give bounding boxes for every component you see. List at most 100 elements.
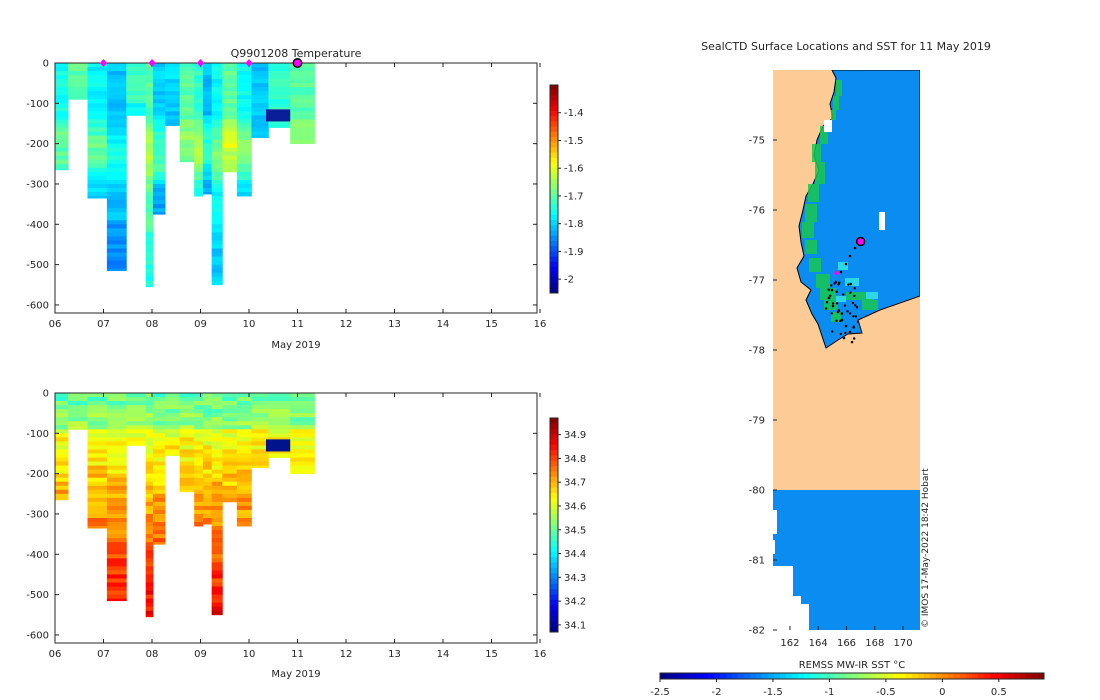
salinity-cell (251, 453, 269, 458)
salinity-cell (87, 513, 108, 519)
salinity-cell (145, 522, 154, 527)
salinity-cell (236, 421, 252, 426)
temperature-colorbar-swatch (550, 121, 558, 127)
salinity-colorbar-swatch (550, 428, 558, 435)
sst-colorbar-swatch (672, 673, 679, 679)
temperature-cell (251, 87, 269, 92)
seal-track-point (854, 304, 857, 307)
salinity-cell (211, 586, 223, 591)
salinity-cell (68, 413, 88, 418)
salinity-cell (87, 522, 108, 527)
salinity-cell (106, 493, 127, 499)
salinity-cell (152, 485, 166, 491)
salinity-cell (268, 393, 291, 398)
temperature-cell (211, 167, 223, 173)
temperature-cell (194, 139, 204, 145)
salinity-cell (194, 401, 204, 406)
temperature-cell (106, 115, 127, 120)
salinity-cell (145, 437, 154, 442)
salinity-cell (202, 481, 213, 487)
salinity-cell (268, 421, 291, 426)
temperature-cell (202, 155, 213, 161)
salinity-cell (55, 497, 69, 501)
salinity-cell (145, 505, 154, 511)
salinity-colorbar-tick-label: 34.8 (564, 454, 586, 465)
salinity-cell (106, 566, 127, 571)
temperature-cell (106, 67, 127, 72)
salinity-cell (222, 425, 238, 430)
salinity-cell (202, 437, 213, 442)
salinity-cell (106, 518, 127, 523)
salinity-colorbar-swatch (550, 450, 558, 456)
temperature-cell (202, 75, 213, 80)
salinity-cell (236, 477, 252, 483)
coastal-sst-cell (812, 144, 821, 162)
salinity-cell (211, 522, 223, 527)
salinity-cell (145, 457, 154, 462)
salinity-cell (236, 433, 252, 438)
salinity-cell (236, 429, 252, 434)
salinity-cell (236, 417, 252, 422)
sst-colorbar-swatch (828, 673, 835, 679)
sst-colorbar-swatch (918, 673, 925, 679)
temperature-cell (222, 159, 238, 165)
temperature-cell (290, 87, 315, 92)
temperature-cell (126, 71, 147, 76)
temperature-cell (194, 151, 204, 157)
salinity-colorbar-swatch (550, 615, 558, 622)
temperature-cell (106, 216, 127, 221)
salinity-cell (106, 538, 127, 543)
salinity-cell (194, 465, 204, 471)
lat-tick-label: -75 (749, 136, 765, 147)
salinity-cell (106, 562, 127, 567)
temperature-colorbar-swatch (550, 235, 558, 242)
salinity-cell (202, 405, 213, 410)
salinity-cell (211, 453, 223, 458)
salinity-cell (152, 477, 166, 483)
salinity-cell (106, 393, 127, 398)
temperature-cell (211, 163, 223, 169)
temperature-cell (87, 175, 108, 181)
salinity-colorbar-swatch (550, 476, 558, 483)
temperature-cell (194, 67, 204, 72)
temperature-cell (55, 67, 69, 72)
seal-track-point (833, 282, 836, 285)
temperature-cell (211, 95, 223, 100)
temperature-cell (106, 103, 127, 108)
salinity-cell (106, 453, 127, 458)
temperature-cell (211, 220, 223, 225)
salinity-cell (236, 413, 252, 418)
temperature-cell (194, 171, 204, 177)
y-tick-label: 0 (43, 389, 49, 400)
salinity-cell (179, 417, 195, 422)
salinity-cell (87, 449, 108, 454)
salinity-cell (68, 417, 88, 422)
salinity-cell (290, 397, 315, 402)
temperature-cell (145, 248, 154, 253)
temperature-cell (211, 200, 223, 205)
temperature-cell (152, 167, 166, 173)
temperature-cell (222, 95, 238, 100)
salinity-cell (290, 433, 315, 438)
temperature-colorbar-swatch (550, 163, 558, 169)
temperature-cell (194, 143, 204, 149)
salinity-cell (152, 425, 166, 430)
sst-colorbar-swatch (978, 673, 985, 679)
temperature-cell (152, 115, 166, 120)
salinity-cell (236, 481, 252, 487)
salinity-cell (106, 417, 127, 422)
temperature-cell (87, 131, 108, 136)
temperature-cell (179, 75, 195, 80)
temperature-cell (236, 99, 252, 104)
sst-map-panel: SealCTD Surface Locations and SST for 11… (650, 40, 1045, 698)
salinity-cell (55, 393, 69, 398)
salinity-colorbar-swatch (550, 589, 558, 595)
salinity-cell (87, 433, 108, 438)
salinity-cell (222, 469, 238, 475)
temperature-cell (290, 91, 315, 96)
temperature-cell (268, 91, 291, 96)
salinity-cell (152, 421, 166, 426)
y-tick-label: -500 (26, 590, 49, 601)
temperature-cell (87, 95, 108, 100)
salinity-cell (145, 558, 154, 563)
